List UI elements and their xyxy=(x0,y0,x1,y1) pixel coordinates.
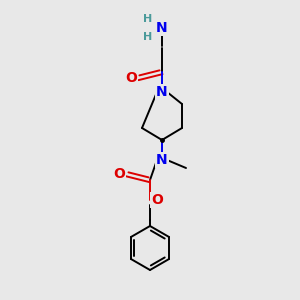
Text: N: N xyxy=(156,153,168,167)
Text: H: H xyxy=(143,32,153,42)
Text: O: O xyxy=(125,71,137,85)
Text: N: N xyxy=(156,85,168,99)
Text: H: H xyxy=(143,14,153,24)
Text: O: O xyxy=(113,167,125,181)
Text: O: O xyxy=(151,193,163,207)
Text: N: N xyxy=(156,21,168,35)
